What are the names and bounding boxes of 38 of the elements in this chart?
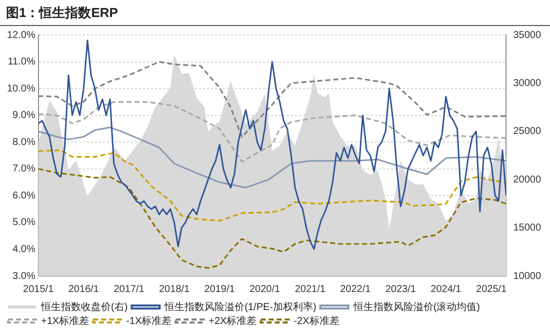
line-series bbox=[38, 101, 506, 162]
x-tick-label: 2017/1 bbox=[114, 284, 145, 295]
y-tick-label: 7.0% bbox=[12, 164, 36, 175]
y2-tick-label: 10000 bbox=[513, 270, 542, 282]
x-tick-label: 2016/1 bbox=[68, 284, 100, 295]
x-tick-label: 2021/1 bbox=[294, 284, 326, 295]
y2-tick-label: 30000 bbox=[513, 78, 542, 89]
y-tick-label: 3.0% bbox=[12, 270, 36, 282]
line-series bbox=[38, 168, 506, 269]
legend-label: 恒生指数收盘价(右) bbox=[40, 300, 128, 313]
x-tick-label: 2020/1 bbox=[249, 284, 280, 295]
x-tick-label: 2022/1 bbox=[340, 284, 372, 295]
legend-label: +1X标准差 bbox=[41, 314, 90, 327]
y-tick-label: 5.0% bbox=[12, 217, 36, 228]
x-tick-label: 2019/1 bbox=[204, 284, 236, 295]
legend-label: -1X标准差 bbox=[126, 314, 172, 327]
y-tick-label: 10.0% bbox=[6, 83, 36, 94]
y2-tick-label: 20000 bbox=[513, 174, 542, 186]
chart-title: 图1：恒生指数ERP bbox=[0, 0, 550, 26]
x-tick-label: 2025/1 bbox=[476, 284, 508, 295]
legend-label: 恒生指数风险溢价(1/PE-加权利率) bbox=[164, 300, 316, 313]
legend-label: -2X标准差 bbox=[294, 314, 340, 327]
legend-label: 恒生指数风险溢价(滚动均值) bbox=[352, 300, 480, 313]
x-tick-label: 2024/1 bbox=[430, 284, 462, 295]
y-tick-label: 4.0% bbox=[12, 244, 36, 255]
x-tick-label: 2015/1 bbox=[23, 284, 54, 295]
line-series bbox=[38, 149, 506, 222]
legend-label: +2X标准差 bbox=[208, 314, 257, 327]
y-tick-label: 12.0% bbox=[6, 30, 36, 41]
y-tick-label: 8.0% bbox=[12, 136, 36, 148]
y-tick-label: 11.0% bbox=[8, 56, 36, 68]
y-tick-label: 6.0% bbox=[12, 190, 36, 202]
y-tick-label: 9.0% bbox=[12, 110, 36, 122]
x-tick-label: 2018/1 bbox=[158, 284, 190, 295]
y2-tick-label: 25000 bbox=[513, 126, 542, 138]
x-tick-label: 2023/1 bbox=[385, 284, 416, 295]
y2-tick-label: 35000 bbox=[513, 30, 542, 41]
y2-tick-label: 15000 bbox=[513, 222, 542, 234]
